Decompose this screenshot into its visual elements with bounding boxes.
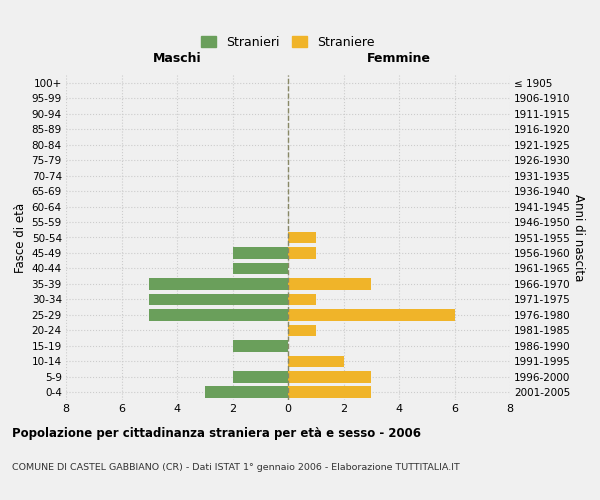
Bar [233, 340, 288, 351]
Text: COMUNE DI CASTEL GABBIANO (CR) - Dati ISTAT 1° gennaio 2006 - Elaborazione TUTTI: COMUNE DI CASTEL GABBIANO (CR) - Dati IS… [12, 462, 460, 471]
Text: Femmine: Femmine [367, 52, 431, 65]
Text: Maschi: Maschi [152, 52, 202, 65]
Legend: Stranieri, Straniere: Stranieri, Straniere [201, 36, 375, 49]
Bar [288, 294, 316, 305]
Bar [233, 262, 288, 274]
Text: Popolazione per cittadinanza straniera per età e sesso - 2006: Popolazione per cittadinanza straniera p… [12, 428, 421, 440]
Bar [288, 371, 371, 382]
Bar [288, 324, 316, 336]
Y-axis label: Anni di nascita: Anni di nascita [572, 194, 585, 281]
Bar [149, 309, 288, 320]
Y-axis label: Fasce di età: Fasce di età [14, 202, 28, 272]
Bar [205, 386, 288, 398]
Bar [288, 232, 316, 243]
Bar [288, 309, 455, 320]
Bar [288, 386, 371, 398]
Bar [149, 294, 288, 305]
Bar [288, 356, 343, 367]
Bar [233, 247, 288, 259]
Bar [288, 247, 316, 259]
Bar [288, 278, 371, 289]
Bar [149, 278, 288, 289]
Bar [233, 371, 288, 382]
